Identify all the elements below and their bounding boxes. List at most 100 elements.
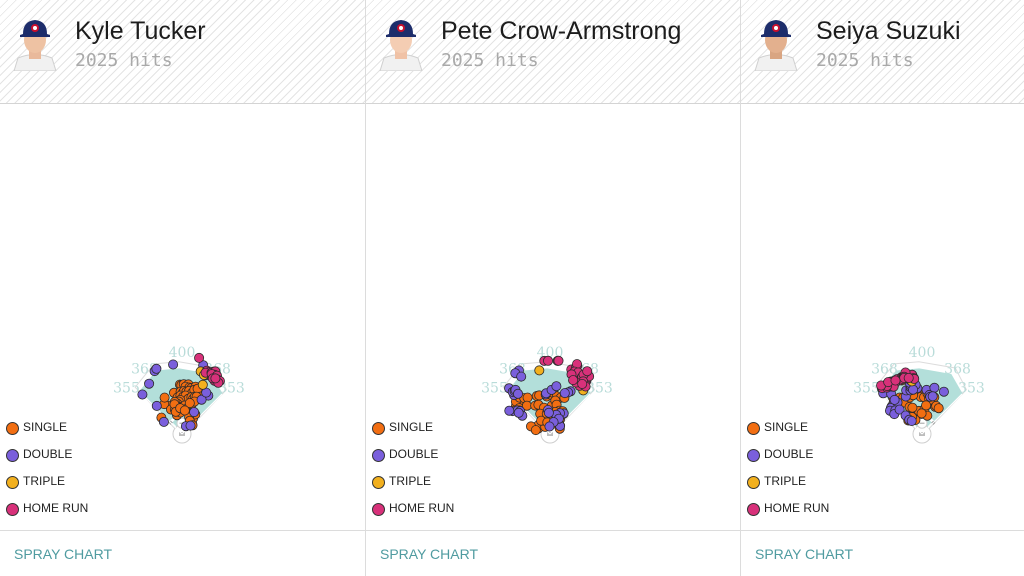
cubs-player-headshot-icon — [10, 13, 60, 71]
hit-point — [921, 400, 932, 411]
hit-point — [184, 398, 195, 409]
legend-label: TRIPLE — [389, 474, 432, 488]
points-layer — [504, 355, 595, 436]
hit-point — [542, 355, 553, 366]
single-dot-icon — [747, 422, 760, 435]
hit-point — [144, 378, 155, 389]
spray-chart-link[interactable]: SPRAY CHART — [380, 546, 479, 562]
distance-label: 355 — [481, 381, 508, 397]
hit-point — [889, 394, 900, 405]
legend-label: DOUBLE — [389, 447, 439, 461]
legend-label: SINGLE — [764, 420, 809, 434]
player-panel: Pete Crow-Armstrong 2025 hits 3553684003… — [366, 0, 740, 576]
hit-point — [179, 405, 190, 416]
hit-point — [908, 384, 919, 395]
player-header: Seiya Suzuki 2025 hits — [741, 0, 1024, 104]
distance-label: 355 — [853, 381, 880, 397]
hit-point — [577, 378, 588, 389]
triple-dot-icon — [747, 476, 760, 489]
legend-label: TRIPLE — [764, 474, 807, 488]
hit-point — [194, 352, 205, 363]
hit-point — [137, 389, 148, 400]
double-dot-icon — [6, 449, 19, 462]
hit-point — [907, 402, 918, 413]
spray-chart: 355 368 400 368 353 — [853, 345, 985, 444]
legend-label: DOUBLE — [764, 447, 814, 461]
cubs-player-headshot-icon — [376, 13, 426, 71]
legend-label: SINGLE — [23, 420, 68, 434]
triple-dot-icon — [372, 476, 385, 489]
legend-label: HOME RUN — [23, 501, 89, 515]
player-header: Kyle Tucker 2025 hits — [0, 0, 365, 104]
hit-point — [512, 388, 523, 399]
single-dot-icon — [6, 422, 19, 435]
hit-point — [168, 359, 179, 370]
hit-point — [582, 366, 593, 377]
player-subtitle: 2025 hits — [816, 50, 914, 71]
panel-footer: SPRAY CHART — [366, 530, 740, 576]
hit-point — [929, 382, 940, 393]
points-layer — [137, 352, 225, 432]
home-run-dot-icon — [6, 503, 19, 516]
player-name: Seiya Suzuki — [816, 17, 961, 45]
player-name: Kyle Tucker — [75, 17, 206, 45]
hit-point — [903, 372, 914, 383]
hit-point — [185, 420, 196, 431]
hit-point — [516, 371, 527, 382]
distance-label: 400 — [169, 345, 196, 361]
hit-point — [916, 408, 927, 419]
headshot-svg — [754, 20, 798, 71]
legend-label: SINGLE — [389, 420, 434, 434]
double-dot-icon — [747, 449, 760, 462]
hit-point — [553, 355, 564, 366]
distance-label: 368 — [944, 361, 971, 377]
hit-point — [933, 403, 944, 414]
hit-point — [568, 375, 579, 386]
points-layer — [876, 367, 949, 426]
hit-point — [189, 407, 200, 418]
panel-divider — [365, 0, 366, 576]
legend-label: HOME RUN — [389, 501, 455, 515]
legend-label: HOME RUN — [764, 501, 830, 515]
hit-point — [551, 381, 562, 392]
hit-point — [534, 365, 545, 376]
cubs-player-headshot-icon — [751, 13, 801, 71]
pitchers-rubber — [919, 422, 925, 424]
hit-point — [544, 421, 555, 432]
player-name: Pete Crow-Armstrong — [441, 17, 682, 45]
distance-label: 353 — [586, 381, 613, 397]
hit-point — [196, 394, 207, 405]
hit-point — [158, 416, 169, 427]
player-subtitle: 2025 hits — [75, 50, 173, 71]
hit-point — [559, 388, 570, 399]
hit-point — [927, 391, 938, 402]
distance-label: 355 — [113, 381, 140, 397]
headshot-svg — [379, 20, 423, 71]
panel-divider — [740, 0, 741, 576]
hit-point — [938, 386, 949, 397]
hit-point — [197, 379, 208, 390]
hit-point — [894, 404, 905, 415]
right-foul-line — [921, 393, 963, 435]
legend-label: TRIPLE — [23, 474, 66, 488]
hit-point — [543, 407, 554, 418]
headshot-svg — [13, 20, 57, 71]
panel-footer: SPRAY CHART — [741, 530, 1024, 576]
distance-label: 400 — [909, 345, 936, 361]
spray-chart-link[interactable]: SPRAY CHART — [755, 546, 854, 562]
hit-point — [504, 405, 515, 416]
double-dot-icon — [372, 449, 385, 462]
spray-chart-link[interactable]: SPRAY CHART — [14, 546, 113, 562]
hit-point — [513, 407, 524, 418]
hit-point — [530, 425, 541, 436]
hit-point — [906, 415, 917, 426]
player-subtitle: 2025 hits — [441, 50, 539, 71]
distance-label: 353 — [218, 381, 245, 397]
player-header: Pete Crow-Armstrong 2025 hits — [366, 0, 740, 104]
single-dot-icon — [372, 422, 385, 435]
outfield-grass — [507, 368, 591, 435]
distance-label: 368 — [871, 361, 898, 377]
distance-label: 353 — [958, 381, 985, 397]
